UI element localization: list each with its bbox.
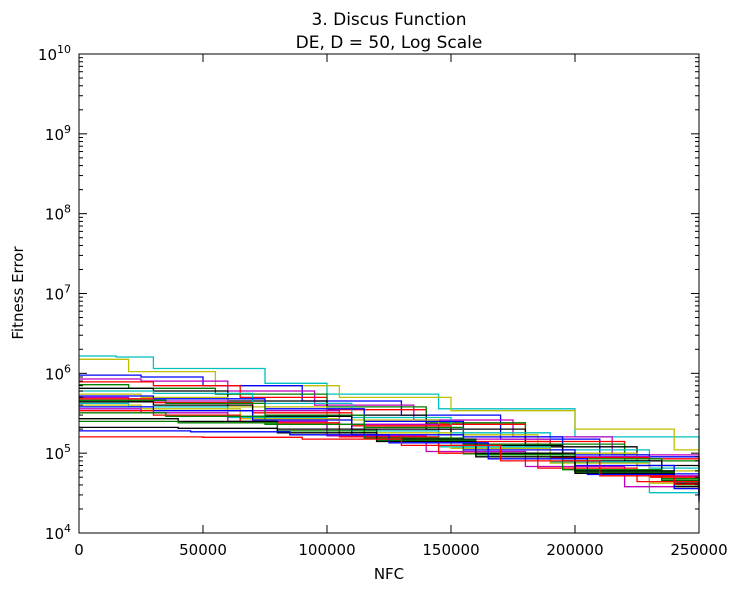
chart-subtitle: DE, D = 50, Log Scale	[296, 33, 483, 53]
y-axis-label: Fitness Error	[9, 246, 27, 340]
series-line-20	[79, 412, 700, 486]
series-layer	[79, 355, 700, 503]
x-tick-label: 100000	[298, 541, 355, 559]
y-tick-label: 107	[45, 283, 71, 304]
plot-frame	[78, 53, 700, 534]
x-axis-label: NFC	[374, 565, 404, 583]
series-line-3	[79, 374, 700, 471]
y-tick-label: 105	[45, 442, 71, 463]
y-tick-label: 108	[45, 203, 71, 224]
chart-title: 3. Discus Function	[312, 10, 467, 30]
y-tick-label: 109	[45, 123, 71, 144]
y-tick-label: 1010	[38, 43, 71, 64]
series-line-18	[79, 408, 700, 491]
series-line-25	[79, 436, 700, 492]
x-tick-label: 200000	[546, 541, 603, 559]
series-line-16	[79, 404, 700, 495]
y-tick-label: 106	[45, 362, 71, 383]
series-line-19	[79, 410, 700, 489]
x-tick-label: 250000	[670, 541, 727, 559]
x-tick-label: 0	[74, 541, 84, 559]
series-line-2	[79, 358, 700, 465]
series-line-4	[79, 378, 700, 469]
x-tick-label: 150000	[422, 541, 479, 559]
y-tick-label: 104	[45, 522, 71, 543]
x-tick-label: 50000	[179, 541, 227, 559]
ticks-layer: 0 50000 100000 150000 200000 250000 104 105 106 1…	[38, 43, 728, 559]
